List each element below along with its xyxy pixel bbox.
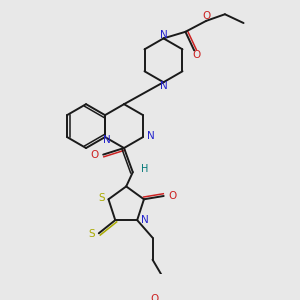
Text: S: S	[88, 229, 95, 239]
Text: O: O	[202, 11, 210, 21]
Text: N: N	[103, 135, 111, 145]
Text: N: N	[160, 81, 167, 91]
Text: O: O	[150, 294, 158, 300]
Text: N: N	[147, 131, 154, 141]
Text: O: O	[192, 50, 200, 60]
Text: O: O	[168, 191, 176, 201]
Text: O: O	[90, 150, 99, 160]
Text: N: N	[141, 215, 148, 225]
Text: S: S	[98, 194, 105, 203]
Text: N: N	[160, 30, 167, 40]
Text: H: H	[141, 164, 148, 174]
